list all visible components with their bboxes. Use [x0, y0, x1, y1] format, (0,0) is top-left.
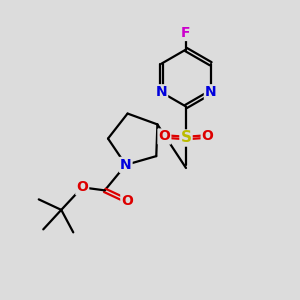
Text: O: O	[158, 130, 170, 143]
Text: O: O	[121, 194, 133, 208]
Text: S: S	[181, 130, 191, 146]
Text: O: O	[202, 130, 214, 143]
Text: N: N	[155, 85, 167, 99]
Text: O: O	[76, 180, 88, 194]
Text: F: F	[181, 26, 191, 40]
Text: N: N	[120, 158, 132, 172]
Text: N: N	[205, 85, 217, 99]
